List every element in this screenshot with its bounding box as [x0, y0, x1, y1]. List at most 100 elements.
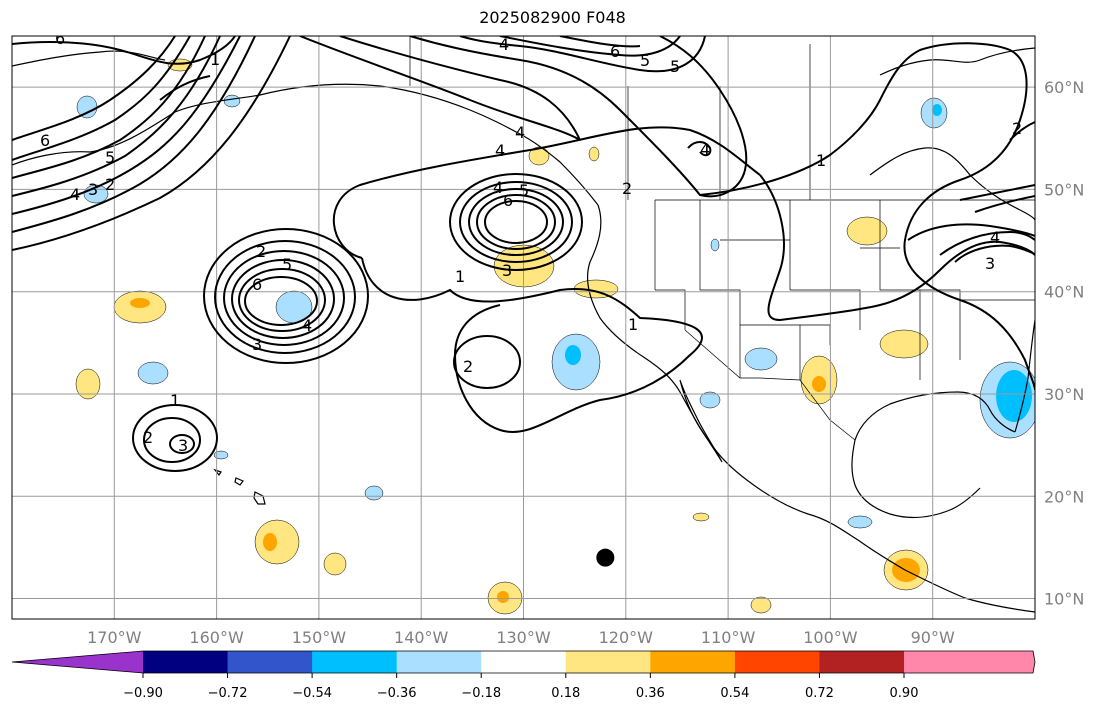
colorbar-segment: [143, 651, 229, 673]
negative-anomaly-patch: [847, 515, 873, 529]
contour-ring: [449, 173, 583, 271]
map-frame: [11, 35, 1036, 620]
contour-ring: [468, 188, 564, 256]
positive-anomaly-patch: [692, 512, 710, 522]
negative-anomaly-patch: [744, 347, 778, 371]
colorbar-segment: [481, 651, 567, 673]
contour-label: 4: [990, 228, 1000, 247]
longitude-tick-label: 110°W: [701, 628, 756, 647]
positive-anomaly-patch: [879, 329, 929, 359]
negative-anomaly-patch: [137, 361, 169, 385]
longitude-tick-label: 100°W: [803, 628, 858, 647]
contour-label: 3: [88, 180, 98, 199]
latitude-tick-label: 20°N: [1044, 487, 1084, 506]
contour-label: 1: [210, 50, 220, 69]
positive-anomaly-patch: [846, 216, 888, 246]
positive-anomaly-core: [497, 591, 509, 603]
positive-anomaly-patch: [588, 146, 600, 162]
map-title: 2025082900 F048: [479, 8, 626, 27]
negative-anomaly-core: [565, 345, 581, 365]
contour-label: 2: [622, 179, 632, 198]
negative-anomaly-patch: [710, 238, 720, 252]
contour-label: 1: [628, 315, 638, 334]
contour-label: 3: [502, 261, 512, 280]
contour-label: 3: [985, 254, 995, 273]
contour-label: 6: [252, 275, 262, 294]
contour-label: 4: [70, 185, 80, 204]
contour-label: 5: [640, 51, 650, 70]
contour-ring: [132, 404, 218, 472]
location-marker: [596, 548, 615, 567]
colorbar-max-extension: [904, 651, 1035, 673]
longitude-tick-label: 160°W: [189, 628, 244, 647]
longitude-labels: 170°W 160°W 150°W 140°W 130°W 120°W 110°W 100°W…: [87, 628, 955, 647]
colorbar-segment: [396, 651, 482, 673]
colorbar-tick-label: 0.18: [551, 686, 580, 701]
colorbar-tick-label: 0.72: [805, 686, 834, 701]
contour-label: 6: [55, 29, 65, 48]
contour-label: 2: [143, 428, 153, 447]
contour-label: 4: [515, 123, 525, 142]
contour-label: 4: [495, 141, 505, 160]
contour-label: 5: [519, 181, 529, 200]
negative-anomaly-patch: [364, 485, 384, 501]
coastlines: [12, 47, 1035, 613]
negative-anomaly-patch: [76, 95, 98, 119]
colorbar-tick-label: −0.54: [292, 686, 332, 701]
contour-label: 5: [282, 255, 292, 274]
latitude-tick-label: 60°N: [1044, 78, 1084, 97]
contour-label: 4: [700, 140, 710, 159]
negative-anomaly-core: [932, 104, 942, 116]
longitude-tick-label: 140°W: [394, 628, 449, 647]
contour-label: 4: [493, 178, 503, 197]
colorbar-tick-label: −0.18: [461, 686, 501, 701]
longitude-tick-label: 150°W: [292, 628, 347, 647]
contour-ring: [169, 434, 195, 454]
contour-label: 6: [40, 131, 50, 150]
colorbar-segment: [734, 651, 820, 673]
gridlines: [12, 36, 1035, 619]
contour-label: 3: [252, 335, 262, 354]
contour-labels: 2 5 6 4 3 4 5 6 3 1 1 2 3 2 1 2 6 5 5 4 …: [40, 29, 1022, 455]
contour-ring: [223, 250, 345, 346]
colorbar-tick-label: 0.54: [720, 686, 749, 701]
colorbar-min-extension: [12, 651, 144, 673]
contour-ring: [459, 181, 573, 263]
contour-ring: [476, 194, 556, 250]
positive-anomaly-patch: [75, 368, 101, 400]
contour-label: 2: [463, 357, 473, 376]
contour-label: 5: [105, 148, 115, 167]
contour-ring: [203, 228, 369, 364]
contour-ring: [484, 200, 548, 244]
contour-ring: [238, 268, 326, 332]
contour-label: 2: [1012, 119, 1022, 138]
longitude-tick-label: 120°W: [599, 628, 654, 647]
colorbar-tick-label: 0.36: [636, 686, 665, 701]
longitude-tick-label: 90°W: [911, 628, 955, 647]
contour-ring: [143, 417, 201, 463]
negative-anomaly-patch: [213, 450, 229, 460]
contour-label: 4: [302, 316, 312, 335]
contour-label: 1: [816, 151, 826, 170]
contour-label: 6: [610, 42, 620, 61]
negative-anomaly-core: [996, 370, 1032, 422]
latitude-tick-label: 40°N: [1044, 283, 1084, 302]
positive-anomaly-core: [130, 298, 150, 308]
longitude-tick-label: 130°W: [496, 628, 551, 647]
colorbar-segment: [565, 651, 651, 673]
colorbar-tick-label: −0.36: [377, 686, 417, 701]
contour-lines: [12, 36, 1035, 472]
positive-anomaly-patch: [750, 596, 772, 614]
contour-label: 4: [499, 35, 509, 54]
latitude-labels: 10°N 20°N 30°N 40°N 50°N 60°N: [1044, 78, 1084, 608]
latitude-tick-label: 30°N: [1044, 385, 1084, 404]
contour-ring: [453, 335, 521, 389]
contour-ring: [231, 259, 335, 339]
negative-anomaly-patch: [223, 94, 241, 108]
positive-anomaly-core: [812, 376, 826, 392]
latitude-tick-label: 10°N: [1044, 590, 1084, 609]
contour-label: 2: [105, 175, 115, 194]
contour-ring: [214, 240, 356, 354]
colorbar-segment: [312, 651, 398, 673]
contour-label: 1: [455, 267, 465, 286]
